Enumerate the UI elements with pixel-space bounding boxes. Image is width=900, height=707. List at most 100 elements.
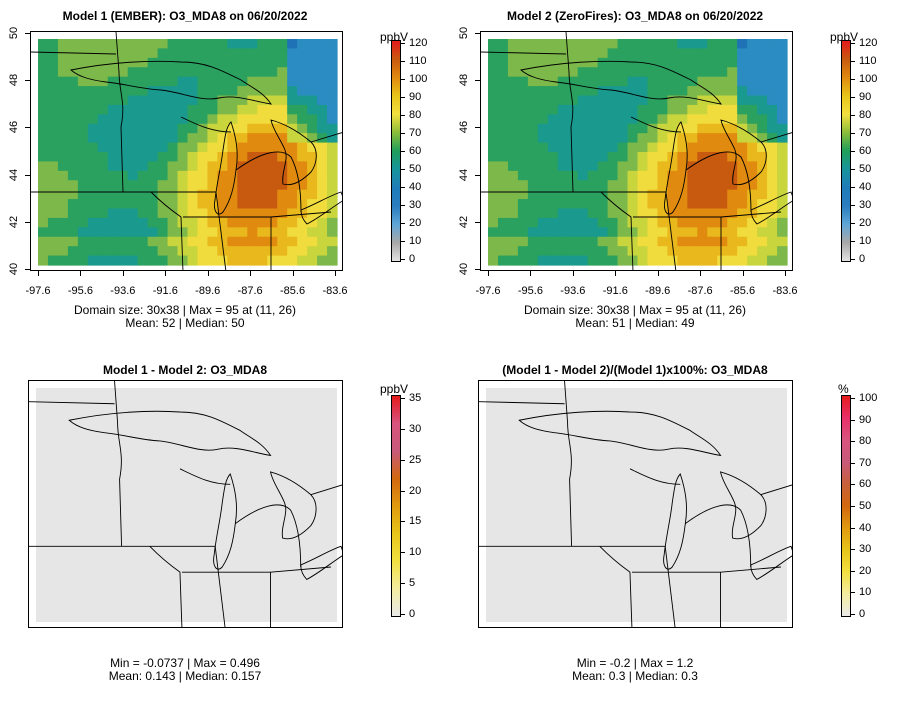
colorbar-unit: % [838,382,849,396]
difference-field-grid [486,388,787,622]
stats-line-2: Mean: 0.3 | Median: 0.3 [572,669,698,683]
lon-tick-label: -97.6 [25,285,51,297]
colorbar-tick-label: 10 [409,546,422,559]
lat-tick-label: 50 [458,26,471,40]
colorbar-tick-label: 100 [409,73,428,85]
lon-tick-label: -93.6 [110,285,136,297]
colorbar-tick-label: 30 [859,543,872,556]
map-panel-model1: Model 1 (EMBER): O3_MDA8 on 06/20/2022 40… [0,0,450,350]
colorbar-tick-label: 50 [409,163,422,175]
lon-tick-label: -83.6 [772,285,798,297]
colorbar-tick-label: 70 [409,127,422,139]
lat-tick-label: 44 [458,168,471,181]
colorbar-tick-label: 110 [409,55,427,67]
lon-tick-label: -89.6 [645,285,671,297]
colorbar-tick-label: 90 [409,91,422,103]
colorbar-tick-label: 10 [859,235,872,247]
colorbar-tick-label: 15 [409,515,422,528]
colorbar-unit: ppbV [380,382,409,396]
panel-stats: Domain size: 30x38 | Max = 95 at (11, 26… [524,304,746,330]
lat-tick-label: 48 [458,74,471,87]
lat-tick-label: 46 [458,121,471,134]
colorbar-tick-label: 80 [859,109,872,121]
colorbar-tick-label: 120 [859,37,878,49]
colorbar-tick-label: 90 [859,91,872,103]
colorbar-tick-label: 30 [859,199,872,211]
colorbar-tick-label: 50 [859,163,872,175]
lon-tick-label: -95.6 [67,285,93,297]
stats-line-1: Domain size: 30x38 | Max = 95 at (11, 26… [523,303,747,317]
colorbar-tick-label: 60 [859,145,872,157]
panel-stats: Min = -0.2 | Max = 1.2 Mean: 0.3 | Media… [572,657,698,683]
ozone-field-grid [488,39,788,266]
lon-tick-label: -83.6 [322,285,348,297]
lon-tick-label: -89.6 [195,285,221,297]
colorbar-tick-label: 100 [859,73,878,85]
panel-title: Model 1 - Model 2: O3_MDA8 [102,363,268,377]
stats-line-2: Mean: 52 | Median: 50 [125,316,245,330]
colorbar [391,395,401,617]
lon-tick-label: -87.6 [687,285,713,297]
colorbar-tick-label: 70 [859,127,872,139]
colorbar-tick-label: 35 [409,392,422,404]
stats-line-2: Mean: 51 | Median: 49 [575,316,695,330]
map-plot-area [480,31,793,271]
colorbar-tick-label: 10 [409,235,422,247]
lat-tick-label: 40 [458,262,471,276]
colorbar-tick-label: 50 [859,500,872,512]
colorbar-tick-label: 110 [859,55,877,67]
panel-title: (Model 1 - Model 2)/(Model 1)x100%: O3_M… [502,363,768,377]
panel-title: Model 2 (ZeroFires): O3_MDA8 on 06/20/20… [506,9,764,23]
colorbar-tick-label: 90 [859,413,872,426]
colorbar-tick-label: 0 [859,253,866,265]
colorbar-tick-label: 40 [859,181,872,193]
lat-tick-label: 42 [8,215,21,228]
lat-tick-label: 46 [8,121,21,134]
panel-stats: Domain size: 30x38 | Max = 95 at (11, 26… [74,304,296,330]
lon-tick-label: -91.6 [602,285,628,297]
colorbar-tick-label: 70 [859,456,872,469]
map-panel-difference: Model 1 - Model 2: O3_MDA8 Min = -0.0737… [0,355,450,705]
colorbar-tick-label: 0 [409,608,416,620]
stats-line-1: Domain size: 30x38 | Max = 95 at (11, 26… [73,303,297,317]
colorbar-tick-label: 10 [859,586,872,599]
colorbar-tick-label: 100 [859,392,878,404]
lat-tick-label: 40 [8,262,21,276]
map-plot-area [28,380,343,628]
lon-tick-label: -85.6 [730,285,756,297]
stats-line-2: Mean: 0.143 | Median: 0.157 [108,669,262,683]
stats-line-1: Min = -0.0737 | Max = 0.496 [110,656,260,670]
colorbar-unit: ppbV [830,30,859,44]
colorbar-tick-label: 60 [859,478,872,491]
colorbar [841,40,851,262]
lon-tick-label: -93.6 [560,285,586,297]
map-panel-percent-difference: (Model 1 - Model 2)/(Model 1)x100%: O3_M… [450,355,900,705]
lon-tick-label: -95.6 [517,285,543,297]
colorbar-tick-label: 0 [859,608,866,620]
lat-tick-label: 50 [8,26,21,40]
lon-tick-label: -91.6 [152,285,178,297]
colorbar-tick-label: 20 [859,564,872,577]
colorbar-tick-label: 80 [859,435,872,448]
colorbar-tick-label: 40 [409,181,422,193]
lon-tick-label: -85.6 [280,285,306,297]
colorbar-tick-label: 120 [409,37,428,49]
panel-title: Model 1 (EMBER): O3_MDA8 on 06/20/2022 [62,9,308,23]
colorbar-tick-label: 0 [409,253,416,265]
difference-field-grid [36,388,337,622]
colorbar-tick-label: 80 [409,109,422,121]
map-panel-model2: Model 2 (ZeroFires): O3_MDA8 on 06/20/20… [450,0,900,350]
colorbar-tick-label: 30 [409,199,422,211]
colorbar-tick-label: 40 [859,521,872,534]
colorbar [391,40,401,262]
colorbar-tick-label: 5 [409,577,416,590]
lat-tick-label: 44 [8,168,21,181]
colorbar-tick-label: 20 [409,217,422,229]
colorbar-tick-label: 25 [409,453,422,466]
map-plot-area [30,31,343,271]
lat-tick-label: 42 [458,215,471,228]
lat-tick-label: 48 [8,74,21,87]
colorbar [841,395,851,617]
panel-stats: Min = -0.0737 | Max = 0.496 Mean: 0.143 … [109,657,262,683]
lon-tick-label: -87.6 [237,285,263,297]
